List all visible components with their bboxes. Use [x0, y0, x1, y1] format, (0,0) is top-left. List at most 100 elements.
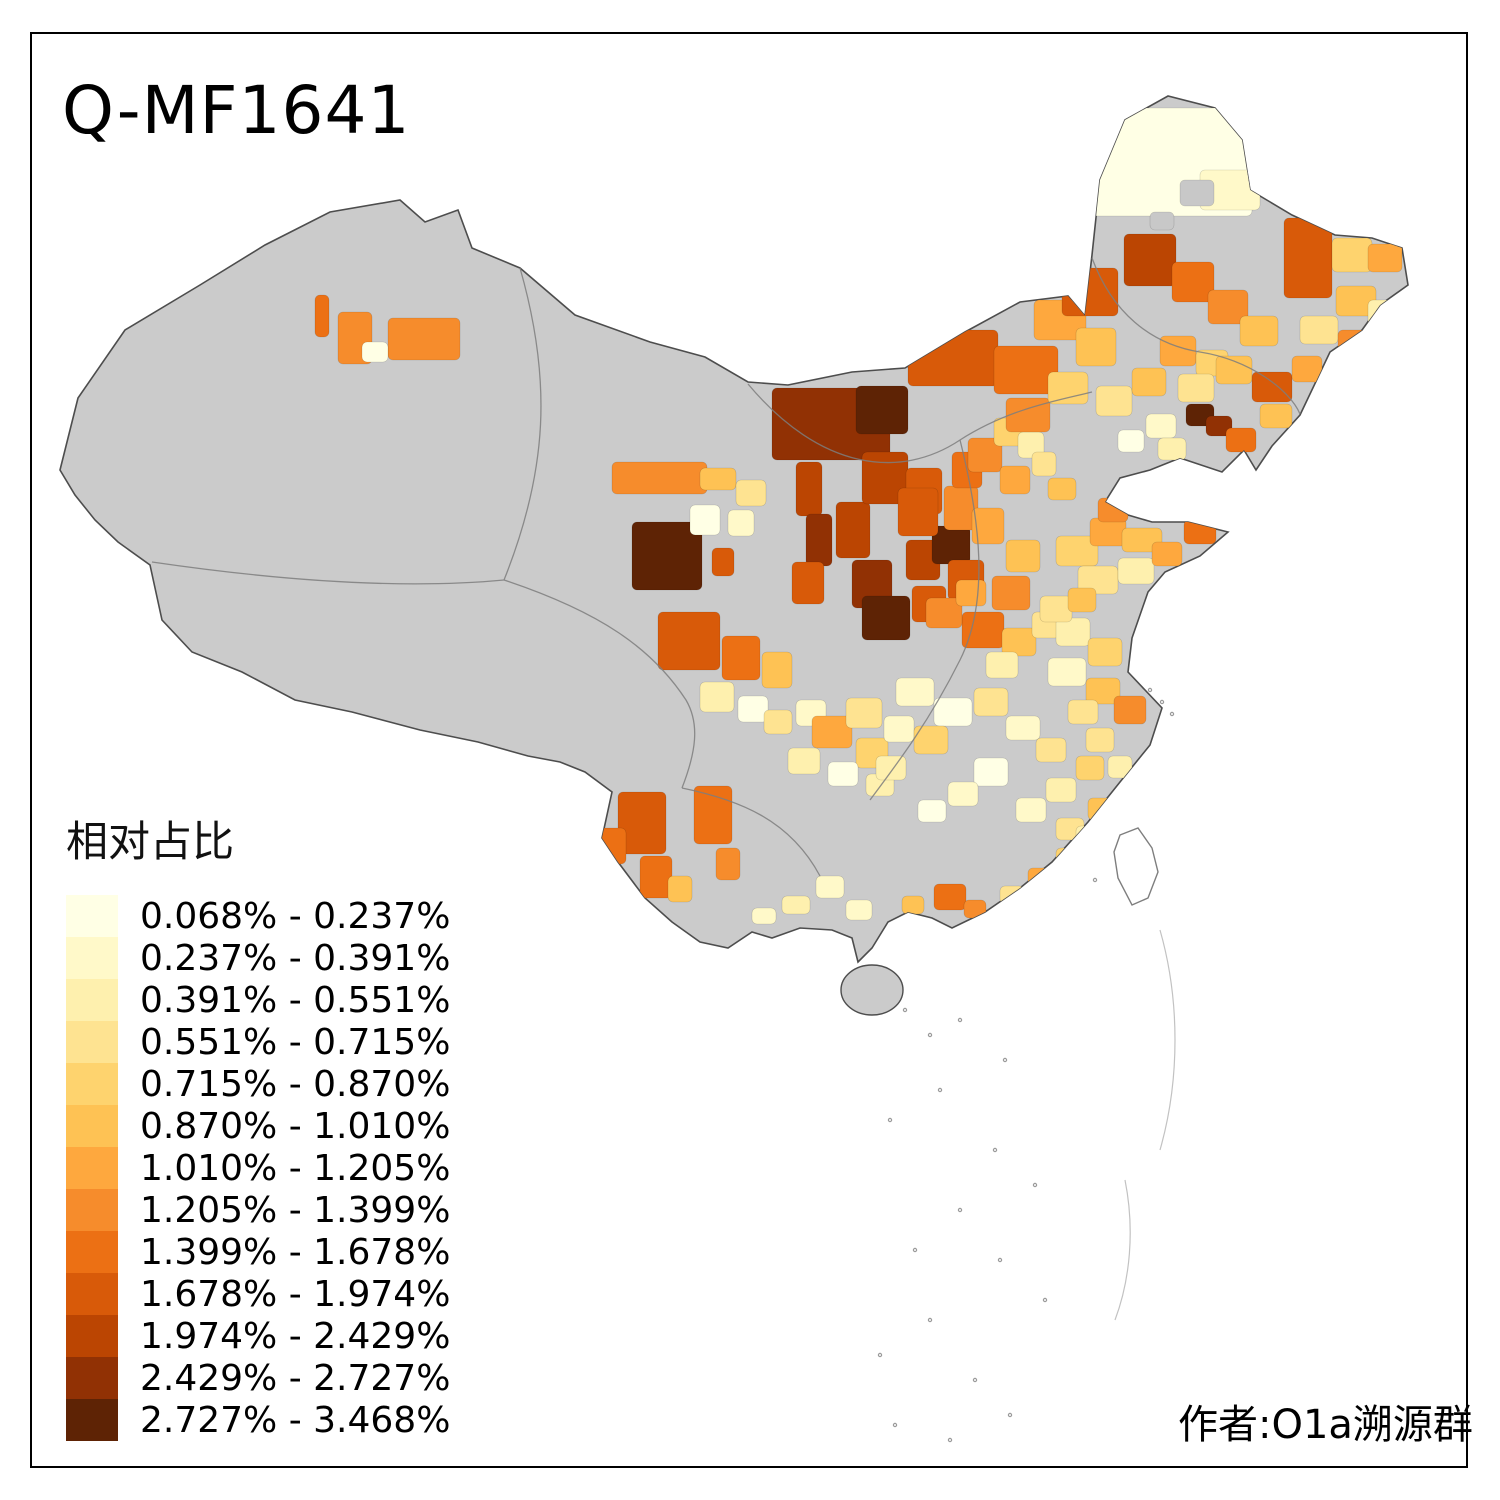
prefecture-region: [1367, 243, 1403, 273]
prefecture-region: [667, 875, 693, 903]
prefecture-region: [1005, 715, 1041, 741]
prefecture-region: [973, 687, 1009, 717]
prefecture-region: [1085, 677, 1121, 705]
prefecture-region: [1123, 233, 1177, 287]
prefecture-region: [727, 509, 755, 537]
legend-label: 1.678% - 1.974%: [140, 1273, 451, 1315]
prefecture-region: [1117, 429, 1145, 453]
legend: 相对占比 0.068% - 0.237% 0.237% - 0.391% 0.391…: [66, 808, 450, 1441]
prefecture-region: [1177, 373, 1215, 403]
prefecture-region: [1149, 211, 1175, 231]
prefecture-region: [1145, 413, 1177, 439]
prefecture-region: [1031, 451, 1057, 477]
prefecture-region: [1259, 403, 1293, 429]
prefecture-region: [1015, 797, 1047, 823]
prefecture-region: [1027, 867, 1053, 889]
prefecture-region: [1171, 261, 1215, 303]
legend-item: 1.010% - 1.205%: [66, 1147, 450, 1189]
legend-swatch: [66, 1063, 118, 1105]
legend-item: 1.678% - 1.974%: [66, 1273, 450, 1315]
prefecture-region: [971, 507, 1005, 545]
prefecture-region: [883, 715, 915, 743]
prefecture-region: [1151, 541, 1183, 567]
prefecture-region: [599, 827, 627, 865]
prefecture-region: [1005, 539, 1041, 573]
prefecture-region: [1225, 427, 1257, 453]
prefecture-region: [973, 757, 1009, 787]
legend-label: 0.391% - 0.551%: [140, 979, 451, 1021]
prefecture-region: [1239, 315, 1279, 347]
prefecture-region: [933, 883, 967, 911]
prefecture-region: [1113, 695, 1147, 725]
prefecture-region: [1087, 797, 1115, 821]
prefecture-region: [897, 487, 939, 537]
prefecture-region: [917, 799, 947, 823]
legend-swatch: [66, 979, 118, 1021]
prefecture-region: [639, 855, 673, 899]
legend-item: 2.727% - 3.468%: [66, 1399, 450, 1441]
prefecture-region: [1045, 777, 1077, 803]
prefecture-region: [314, 294, 330, 338]
prefecture-region: [1183, 519, 1217, 545]
prefecture-region: [1087, 637, 1123, 667]
prefecture-region: [805, 513, 833, 567]
prefecture-region: [961, 611, 1005, 649]
legend-swatch: [66, 1105, 118, 1147]
prefecture-region: [699, 467, 737, 491]
prefecture-region: [657, 611, 721, 671]
prefecture-region: [895, 677, 935, 707]
legend-rows: 0.068% - 0.237% 0.237% - 0.391% 0.391% - 0…: [66, 895, 450, 1441]
prefecture-region: [1005, 397, 1051, 433]
legend-label: 1.205% - 1.399%: [140, 1189, 451, 1231]
legend-label: 2.727% - 3.468%: [140, 1399, 451, 1441]
prefecture-region: [933, 697, 973, 727]
legend-swatch: [66, 1189, 118, 1231]
legend-swatch: [66, 1231, 118, 1273]
prefecture-region: [1331, 237, 1373, 273]
prefecture-region: [1067, 699, 1099, 725]
map-title: Q-MF1641: [62, 72, 411, 149]
prefecture-region: [763, 709, 793, 735]
legend-item: 0.870% - 1.010%: [66, 1105, 450, 1147]
prefecture-region: [1077, 565, 1119, 595]
south-china-sea-islands: [877, 687, 1176, 1443]
prefecture-region: [735, 479, 767, 507]
legend-item: 1.205% - 1.399%: [66, 1189, 450, 1231]
prefecture-region: [967, 437, 1003, 473]
prefecture-region: [1095, 385, 1133, 417]
prefecture-region: [791, 561, 825, 605]
prefecture-region: [1067, 587, 1097, 613]
prefecture-region: [1047, 657, 1087, 687]
prefecture-region: [1131, 367, 1167, 397]
prefecture-region: [985, 651, 1019, 679]
prefecture-region: [1085, 727, 1115, 753]
prefecture-region: [1215, 355, 1253, 385]
prefecture-region: [361, 341, 389, 363]
legend-label: 0.237% - 0.391%: [140, 937, 451, 979]
legend-label: 0.068% - 0.237%: [140, 895, 451, 937]
prefecture-region: [845, 899, 873, 921]
prefecture-region: [387, 317, 461, 361]
prefecture-region: [699, 681, 735, 713]
prefecture-region: [1055, 535, 1099, 567]
prefecture-region: [815, 875, 845, 899]
prefecture-region: [1039, 595, 1073, 623]
province-borders: [151, 257, 1301, 877]
prefecture-region: [1299, 315, 1339, 345]
prefecture-region: [1121, 527, 1163, 553]
legend-label: 2.429% - 2.727%: [140, 1357, 451, 1399]
prefecture-region: [925, 597, 963, 629]
prefecture-region: [795, 461, 823, 517]
prefecture-region: [1097, 497, 1129, 523]
prefecture-region: [693, 785, 733, 845]
prefecture-region: [1251, 371, 1293, 403]
prefecture-region: [1291, 355, 1323, 383]
legend-swatch: [66, 937, 118, 979]
prefecture-region: [827, 761, 859, 787]
prefecture-region: [1179, 179, 1215, 207]
prefecture-region: [1055, 617, 1091, 647]
legend-label: 1.399% - 1.678%: [140, 1231, 451, 1273]
prefecture-region: [1117, 557, 1155, 585]
prefecture-region: [1047, 477, 1077, 501]
prefecture-region: [617, 791, 667, 855]
